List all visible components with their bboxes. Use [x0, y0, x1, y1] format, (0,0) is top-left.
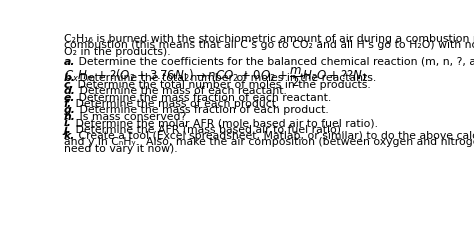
Text: C₂H₁₆ is burned with the stoichiometric amount of air during a combustion proces: C₂H₁₆ is burned with the stoichiometric …: [64, 34, 474, 44]
Text: d.: d.: [64, 86, 75, 96]
Text: Determine the mass of each product.: Determine the mass of each product.: [72, 99, 279, 109]
Text: e.: e.: [64, 93, 75, 103]
Text: c.: c.: [64, 80, 74, 90]
Text: f.: f.: [64, 99, 72, 109]
Text: Determine the total number of moles in the products.: Determine the total number of moles in t…: [74, 80, 371, 90]
Text: Determine the total number of moles in the reactants.: Determine the total number of moles in t…: [75, 73, 376, 83]
Text: and y in CₙHᵧ.  Also, make the air composition (between oxygen and nitrogen) eas: and y in CₙHᵧ. Also, make the air compos…: [64, 137, 474, 147]
Text: Determine the AFR (mass based air to fuel ratio).: Determine the AFR (mass based air to fue…: [72, 124, 344, 134]
Text: Determine the mass fraction of each reactant.: Determine the mass fraction of each reac…: [75, 93, 331, 103]
Text: g.: g.: [64, 105, 75, 115]
Text: combustion (this means that all C’s go to CO₂ and all H’s go to H₂O) with no exc: combustion (this means that all C’s go t…: [64, 40, 474, 50]
Text: Determine the coefficients for the balanced chemical reaction (m, n, ?, and ??).: Determine the coefficients for the balan…: [75, 57, 474, 67]
Text: i.: i.: [64, 118, 72, 128]
Text: Is mass conserved?: Is mass conserved?: [75, 112, 186, 122]
Text: b.: b.: [64, 73, 75, 83]
Text: a.: a.: [64, 57, 75, 67]
Text: need to vary it now).: need to vary it now).: [64, 144, 177, 154]
Text: j.: j.: [64, 124, 72, 134]
Text: Determine the molar AFR (mole based air to fuel ratio).: Determine the molar AFR (mole based air …: [72, 118, 377, 128]
Text: k.: k.: [64, 131, 75, 141]
Text: Determine the mass of each reactant.: Determine the mass of each reactant.: [75, 86, 286, 96]
Text: Determine the mass fraction of each product.: Determine the mass fraction of each prod…: [75, 105, 328, 115]
Text: Create a tool (Excel spreadsheet, Matlab, or similar) to do the above calculatio: Create a tool (Excel spreadsheet, Matlab…: [75, 131, 474, 141]
Text: $C_xH_m + ?(O_2+3.76N_2) \rightarrow nCO_2 + 0O_2 + \dfrac{m}{2}H_2O + ??N_2$: $C_xH_m + ?(O_2+3.76N_2) \rightarrow nCO…: [64, 65, 368, 89]
Text: h.: h.: [64, 112, 75, 122]
Text: O₂ in the products).: O₂ in the products).: [64, 47, 170, 57]
